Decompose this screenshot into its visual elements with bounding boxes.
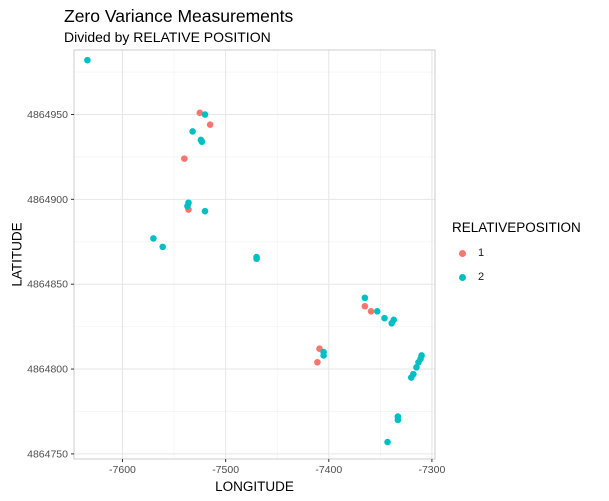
point-series-1 [206,121,214,128]
point-series-1 [196,109,204,117]
x-tick-label: -7300 [418,464,445,476]
y-tick-label: 4864750 [27,448,68,460]
legend-key [452,267,472,287]
point-series-2 [184,202,191,210]
legend-item-1: 1 [452,241,581,265]
y-tick-label: 4864900 [27,194,68,206]
point-series-2 [198,138,206,145]
point-series-2 [253,255,260,263]
point-series-2 [413,364,420,371]
legend-item-2: 2 [452,265,581,289]
major-gridlines [74,50,435,459]
legend-dot-icon [458,273,466,281]
chart-title: Zero Variance Measurements [64,6,294,26]
y-axis-title: LATITUDE [10,222,25,286]
data-points [84,56,425,446]
legend-label: 1 [478,247,485,259]
legend-dot-icon [458,249,466,257]
point-series-2 [390,316,398,324]
y-tick-label: 4864850 [27,279,68,291]
y-tick-label: 4864800 [27,364,68,376]
point-series-1 [181,155,188,162]
point-series-2 [201,111,209,118]
plot-panel-border [73,49,436,460]
point-series-2 [201,207,209,215]
minor-gridlines [74,50,435,459]
point-series-2 [384,438,391,446]
x-axis-ticks: -7600 -7500 -7400 -7300 [109,459,445,476]
point-series-2 [394,416,402,424]
x-tick-label: -7600 [109,464,136,476]
point-series-1 [361,302,369,310]
point-series-2 [361,294,369,302]
x-tick-label: -7400 [315,464,342,476]
point-series-2 [84,56,91,64]
legend-label: 2 [478,271,485,283]
point-series-1 [314,358,321,366]
point-series-1 [367,308,375,315]
point-series-2 [150,235,157,242]
point-series-2 [189,128,196,135]
point-series-2 [159,243,167,251]
legend-title: RELATIVEPOSITION [452,220,581,235]
x-tick-label: -7500 [212,464,239,476]
x-axis-title: LONGITUDE [215,479,294,494]
y-axis-ticks: 4864750 4864800 4864850 4864900 4864950 [27,109,74,460]
point-series-2 [407,374,415,381]
point-series-2 [415,358,422,366]
y-tick-label: 4864950 [27,109,68,121]
chart-subtitle: Divided by RELATIVE POSITION [64,29,271,45]
point-series-2 [373,308,381,315]
legend-key [452,243,472,263]
point-series-2 [381,314,388,322]
point-series-2 [320,352,327,359]
